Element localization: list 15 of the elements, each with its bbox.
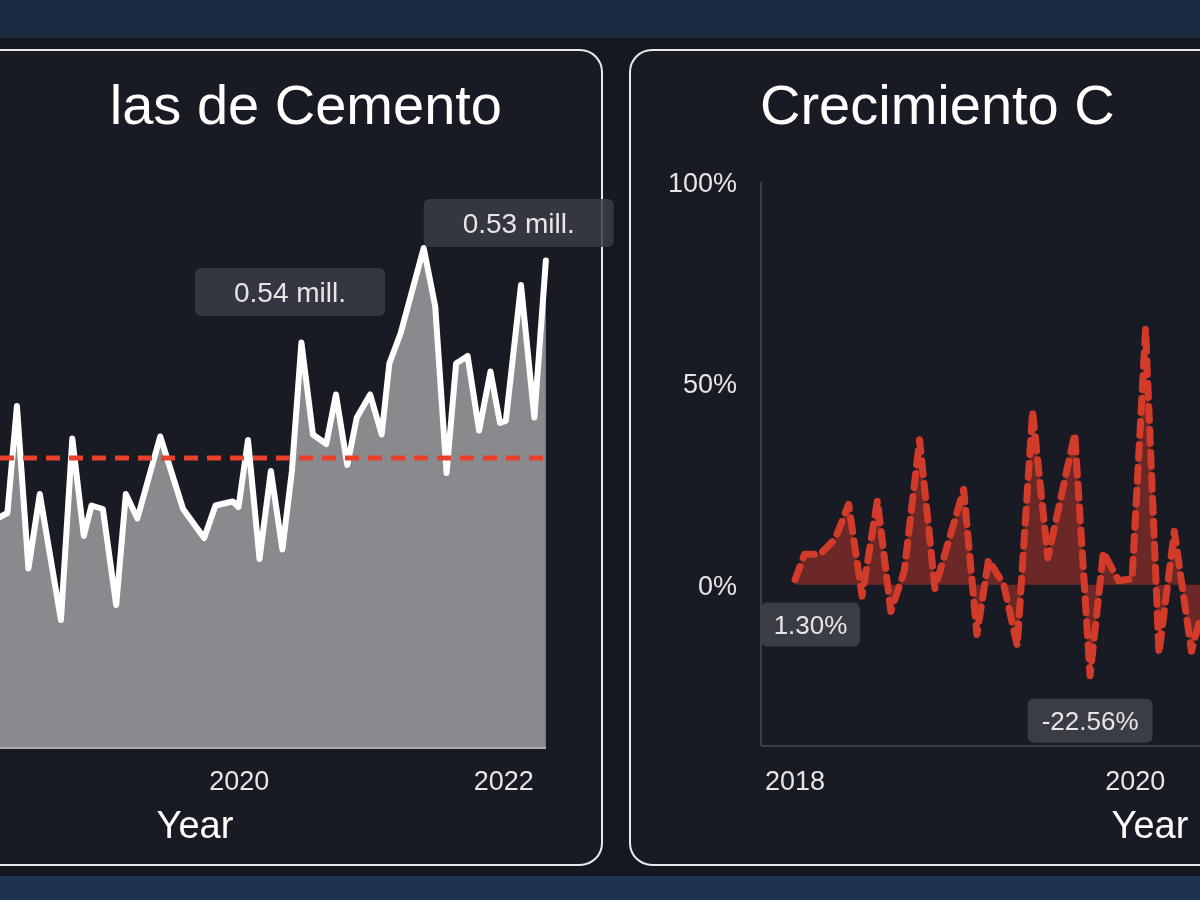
y-tick-label: 50%	[682, 369, 737, 400]
x-axis-title: Year	[1111, 804, 1189, 846]
chart-title: las de Cemento	[109, 73, 502, 136]
x-tick-label: 2020	[209, 766, 270, 796]
x-tick-label: 2022	[473, 766, 534, 796]
annotation: 0.53 mill.	[462, 208, 575, 239]
data-label: -22.56%	[1041, 705, 1139, 736]
annotation: 0.54 mill.	[233, 277, 347, 308]
x-tick-label: 2018	[764, 766, 826, 796]
data-label: 1.30%	[773, 609, 848, 640]
x-axis-title: Year	[156, 804, 234, 846]
x-tick-label: 2020	[1105, 766, 1166, 796]
y-tick-label: 100%	[667, 168, 737, 198]
chart-title: Crecimiento C	[760, 73, 1115, 136]
y-tick-label: 0%	[697, 570, 737, 601]
